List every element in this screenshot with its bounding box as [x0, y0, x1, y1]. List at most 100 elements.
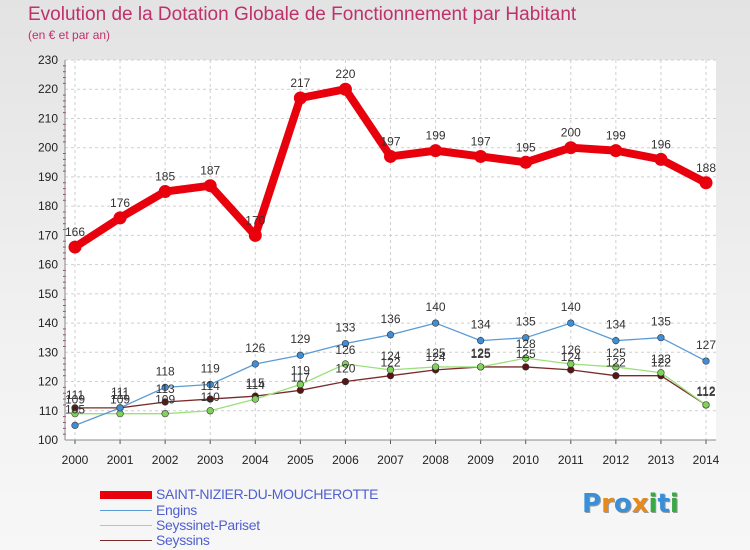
data-label-3: 122	[380, 356, 400, 370]
data-label-2: 126	[561, 343, 581, 357]
x-tick-label: 2013	[648, 453, 675, 467]
data-label-0: 217	[290, 76, 310, 90]
data-point-3	[206, 395, 214, 403]
data-label-2: 114	[246, 378, 265, 392]
data-label-1: 111	[111, 385, 130, 399]
x-tick-label: 2000	[62, 453, 89, 467]
x-tick-label: 2006	[332, 453, 359, 467]
legend-swatch	[100, 525, 152, 526]
data-labels: 166 176 185 187 170 217 220 197 199 197 195 200 199 1…	[65, 67, 716, 416]
data-label-1: 140	[561, 300, 581, 314]
data-point-1	[702, 357, 710, 365]
data-point-0	[113, 211, 127, 225]
data-label-1: 135	[516, 315, 536, 329]
x-tick-label: 2010	[512, 453, 539, 467]
data-point-0	[158, 185, 172, 199]
data-label-0: 176	[110, 196, 130, 210]
logo-letter: r	[601, 489, 614, 519]
data-point-3	[522, 363, 530, 371]
data-point-2	[567, 360, 575, 368]
data-point-2	[702, 401, 710, 409]
y-tick-label: 190	[38, 170, 58, 184]
data-point-2	[161, 410, 169, 418]
data-label-3: 115	[246, 376, 265, 390]
data-label-1: 140	[426, 300, 446, 314]
y-tick-label: 160	[38, 258, 58, 272]
y-tick-label: 130	[38, 345, 58, 359]
data-point-2	[251, 395, 259, 403]
data-point-1	[71, 421, 79, 429]
data-label-1: 133	[335, 321, 355, 335]
data-label-3: 120	[335, 362, 355, 376]
legend-swatch	[100, 510, 152, 511]
data-label-2: 125	[471, 346, 491, 360]
data-label-3: 124	[426, 350, 446, 364]
data-point-0	[68, 240, 82, 254]
data-point-0	[429, 144, 443, 158]
data-point-2	[206, 407, 214, 415]
data-label-1: 126	[245, 341, 265, 355]
data-point-1	[296, 351, 304, 359]
data-label-2: 123	[651, 352, 671, 366]
data-label-2: 109	[65, 393, 85, 407]
data-label-0: 199	[606, 129, 626, 143]
legend-label: Seyssinet-Pariset	[156, 517, 260, 533]
x-tick-label: 2009	[467, 453, 494, 467]
data-label-2: 125	[426, 346, 446, 360]
data-point-0	[699, 176, 713, 190]
data-point-0	[564, 141, 578, 155]
data-point-1	[206, 380, 214, 389]
data-label-0: 166	[65, 225, 85, 239]
data-label-1: 129	[290, 332, 310, 346]
legend-swatch	[100, 491, 152, 499]
legend-label: Seyssins	[156, 532, 210, 548]
data-label-1: 105	[65, 402, 85, 416]
data-point-3	[161, 398, 169, 406]
data-label-3: 112	[696, 385, 715, 399]
data-point-2	[71, 410, 79, 418]
data-label-2: 126	[335, 343, 355, 357]
chart-title: Evolution de la Dotation Globale de Fonc…	[28, 4, 577, 25]
x-tick-label: 2014	[693, 453, 720, 467]
data-point-1	[612, 337, 620, 345]
y-tick-label: 150	[38, 287, 58, 301]
data-label-0: 197	[380, 134, 400, 148]
series	[68, 82, 713, 429]
y-tick-label: 110	[39, 404, 58, 418]
y-tick-label: 140	[38, 316, 58, 330]
data-label-2: 110	[201, 390, 220, 404]
data-label-3: 111	[66, 388, 85, 402]
y-tick-label: 200	[38, 141, 58, 155]
y-tick-label: 210	[38, 111, 58, 125]
x-tick-label: 2011	[558, 453, 584, 467]
data-point-1	[251, 360, 259, 368]
line-chart: 100 110 120 130 140 150 160 170 180 190 200 210 220 2…	[38, 53, 720, 467]
y-tick-label: 120	[38, 375, 58, 389]
data-label-1: 118	[156, 364, 175, 378]
axes: 100 110 120 130 140 150 160 170 180 190 200 210 220 2…	[38, 53, 720, 467]
data-label-3: 122	[606, 356, 626, 370]
logo-letter: x	[631, 489, 649, 519]
data-point-1	[477, 337, 485, 345]
data-label-2: 124	[380, 349, 400, 363]
x-tick-label: 2008	[422, 453, 449, 467]
data-label-0: 187	[200, 164, 220, 178]
data-label-1: 134	[471, 318, 491, 332]
y-tick-label: 170	[38, 228, 58, 242]
data-label-0: 185	[155, 170, 175, 184]
x-tick-label: 2003	[197, 453, 224, 467]
data-point-2	[522, 354, 530, 362]
data-label-3: 113	[156, 382, 175, 396]
data-label-0: 196	[651, 137, 671, 151]
legend-label: Engins	[156, 502, 198, 518]
data-point-0	[248, 228, 262, 242]
y-tick-label: 230	[38, 53, 58, 67]
data-label-1: 136	[380, 312, 400, 326]
x-tick-label: 2004	[242, 453, 269, 467]
data-label-0: 195	[516, 140, 536, 154]
data-point-3	[341, 377, 350, 386]
logo-letter: t	[657, 489, 670, 519]
data-label-3: 125	[471, 347, 491, 361]
data-label-2: 125	[606, 346, 626, 360]
